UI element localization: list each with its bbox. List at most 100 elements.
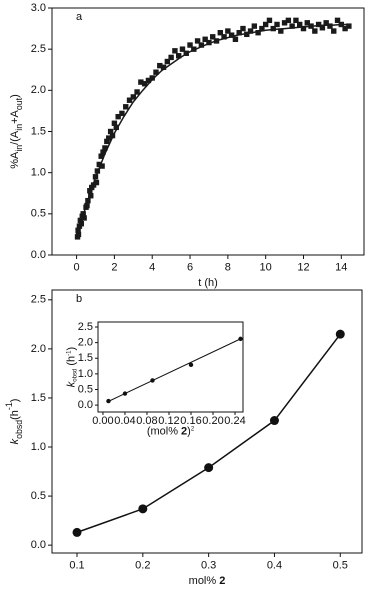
point [113, 124, 119, 131]
y-tick-label: 2.5 [78, 321, 93, 333]
point [194, 38, 201, 44]
point [274, 21, 280, 28]
axis-label-part: %A [9, 151, 21, 169]
point [319, 25, 326, 31]
point [244, 31, 250, 38]
axis-label-part: ) [9, 94, 21, 98]
axis-label: %Ain/(Ain+Aout) [9, 94, 24, 169]
point [72, 527, 82, 537]
y-tick-label: 0.5 [78, 383, 93, 395]
axis-label-part: obsd [14, 420, 24, 439]
point [285, 17, 292, 24]
point [204, 463, 214, 473]
point [300, 25, 307, 32]
point [247, 28, 254, 34]
axis-label-part: (h [65, 356, 77, 369]
point [312, 28, 318, 34]
point [119, 110, 125, 117]
x-tick-label: 0.00 [92, 415, 113, 427]
point [206, 39, 212, 46]
axis-label-part: 2 [191, 426, 195, 432]
point [77, 217, 84, 224]
axis-label-part: ) [65, 347, 77, 351]
point [100, 149, 106, 155]
point [87, 188, 93, 194]
point [93, 179, 100, 186]
point [75, 227, 81, 233]
axis-label-part: (mol% [147, 425, 181, 437]
point [157, 62, 163, 69]
y-tick-label: 1.5 [31, 125, 46, 137]
point [179, 46, 186, 52]
y-tick-label: 1.5 [31, 392, 46, 404]
x-tick-label: 4 [149, 262, 155, 274]
point [293, 17, 299, 24]
point [153, 69, 159, 75]
point [191, 46, 197, 52]
x-tick-label: 12 [297, 262, 309, 274]
point [342, 25, 348, 32]
point [107, 128, 114, 135]
axis-label-part: ) [187, 425, 191, 437]
point [240, 25, 246, 32]
y-tick-label: 1.0 [31, 167, 46, 179]
axis-label-part: t (h) [198, 277, 218, 289]
point [98, 153, 104, 159]
point [99, 163, 105, 169]
point [278, 28, 284, 34]
axis-label-part: 2 [181, 425, 187, 437]
point [88, 193, 94, 199]
point [111, 120, 118, 126]
x-tick-label: 2 [111, 262, 117, 274]
x-tick-label: 0.5 [333, 560, 348, 572]
y-tick-label: 1.5 [78, 352, 93, 364]
point [334, 17, 341, 24]
point [145, 77, 152, 84]
x-tick-label: 0.24 [224, 415, 245, 427]
x-tick-label: 0.04 [114, 415, 135, 427]
point [262, 21, 269, 28]
point [266, 17, 273, 24]
y-tick-label: 0.5 [31, 490, 46, 502]
axis-label-part: -1 [66, 350, 72, 356]
x-tick-label: 0.20 [202, 415, 223, 427]
y-tick-label: 0.0 [31, 539, 46, 551]
x-tick-label: 0.16 [180, 415, 201, 427]
inset-background [98, 322, 243, 412]
point [106, 135, 112, 141]
point [187, 42, 193, 48]
axis-label: kobsd(h-1) [4, 399, 24, 445]
axis-label-part: in [14, 124, 24, 131]
point [221, 34, 227, 40]
point [175, 53, 182, 59]
axis-label-part: obsd [72, 369, 78, 382]
point [84, 202, 90, 209]
plot-frame [51, 7, 365, 256]
axis-label: (mol% 2)2 [147, 425, 195, 437]
point [335, 329, 345, 339]
point [115, 113, 121, 120]
x-tick-label: 8 [225, 262, 231, 274]
point [251, 23, 258, 29]
x-tick-label: 0.1 [69, 560, 84, 572]
point [259, 25, 265, 32]
axis-label: t (h) [198, 277, 218, 289]
x-tick-label: 0.08 [136, 415, 157, 427]
y-tick-label: 2.0 [31, 343, 46, 355]
point [217, 30, 223, 36]
point [138, 79, 144, 85]
point [102, 145, 108, 151]
x-tick-label: 10 [260, 262, 272, 274]
axis-label-part: 2 [219, 575, 225, 587]
axis-label-part: +A [9, 109, 21, 123]
point [210, 34, 216, 40]
point [304, 20, 310, 26]
point [149, 75, 155, 81]
y-tick-label: 1.0 [31, 441, 46, 453]
x-tick-label: 0.4 [267, 560, 282, 572]
point [126, 97, 133, 103]
point [270, 25, 276, 32]
y-tick-label: 3.0 [31, 2, 46, 14]
point [130, 94, 137, 100]
